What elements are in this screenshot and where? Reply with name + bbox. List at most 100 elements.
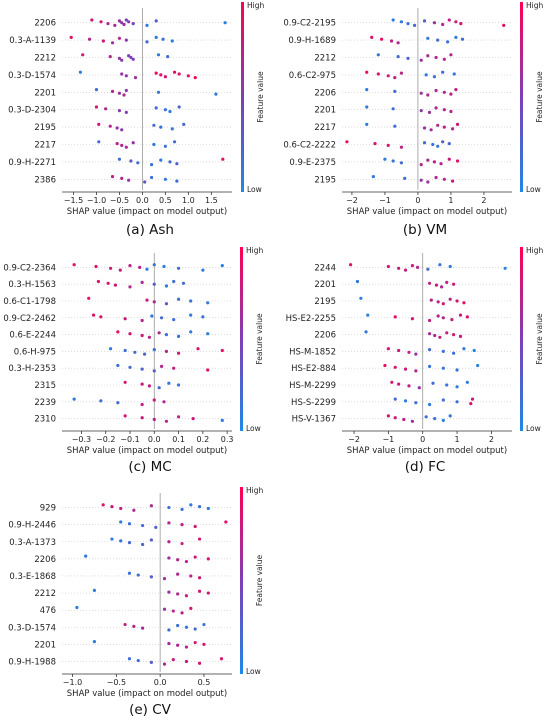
shap-point: [120, 176, 124, 180]
shap-point: [181, 281, 186, 285]
shap-point: [149, 175, 154, 180]
shap-point: [441, 302, 445, 306]
shap-point: [459, 22, 463, 26]
shap-point: [393, 397, 397, 401]
feature-label: 0.3-D-2304: [8, 106, 56, 116]
x-tick-label: −0.1: [120, 435, 139, 444]
shap-point: [460, 37, 465, 41]
shap-point: [442, 57, 446, 61]
feature-label: 2201: [314, 106, 336, 116]
shap-point: [450, 179, 455, 183]
shap-point: [442, 108, 446, 112]
shap-point: [161, 37, 165, 41]
shap-point: [414, 352, 418, 356]
shap-point: [397, 348, 401, 353]
shap-point: [106, 22, 110, 26]
shap-point: [413, 23, 417, 27]
shap-point: [441, 349, 445, 353]
shap-point: [223, 21, 227, 25]
shap-point: [141, 626, 145, 630]
x-tick-label: −2: [348, 435, 360, 444]
shap-point: [391, 159, 395, 163]
shap-point: [197, 537, 202, 541]
feature-label: HS-M-1852: [289, 347, 336, 357]
shap-point: [136, 658, 140, 663]
shap-point: [152, 369, 156, 373]
shap-point: [176, 334, 181, 338]
shap-point: [119, 539, 123, 543]
x-tick-label: 1.0: [182, 196, 195, 205]
shap-point: [441, 22, 445, 27]
x-tick-label: −1.5: [64, 196, 83, 205]
shap-point: [414, 401, 418, 405]
shap-point: [159, 73, 163, 77]
shap-point: [415, 265, 420, 269]
shap-point: [393, 76, 397, 80]
shap-point: [116, 363, 120, 368]
shap-point: [399, 20, 404, 24]
shap-point: [462, 347, 466, 351]
shap-point: [441, 70, 445, 74]
shap-point: [164, 349, 169, 353]
shap-point: [469, 402, 473, 406]
feature-label: 0.9-H-1988: [8, 657, 56, 667]
shap-point: [447, 142, 451, 146]
shap-point: [163, 108, 167, 112]
feature-label: 2244: [314, 263, 336, 273]
shap-point: [152, 348, 156, 352]
shap-point: [454, 20, 458, 24]
x-tick-label: −0.2: [96, 435, 115, 444]
shap-point: [120, 128, 124, 132]
shap-point: [455, 122, 460, 126]
shap-point: [182, 122, 186, 126]
feature-label: 2217: [314, 123, 336, 133]
shap-point: [117, 36, 122, 40]
shap-point: [197, 589, 202, 593]
shap-point: [131, 22, 135, 26]
shap-point: [162, 577, 167, 581]
shap-point: [391, 107, 395, 111]
shap-point: [441, 316, 445, 320]
shap-point: [432, 160, 437, 164]
shap-point: [427, 332, 432, 336]
shap-point: [145, 267, 149, 271]
shap-point: [176, 297, 181, 301]
shap-point: [452, 351, 456, 355]
colorbar-high-label: High: [246, 246, 263, 255]
colorbar-title: Feature value: [535, 313, 544, 365]
shap-point: [92, 588, 97, 592]
shap-point: [454, 35, 458, 40]
shap-point: [159, 316, 164, 320]
shap-point: [476, 363, 480, 368]
shap-point: [167, 521, 171, 525]
x-axis-title: SHAP value (impact on model output): [67, 689, 227, 699]
shap-point: [122, 22, 126, 27]
shap-point: [180, 541, 184, 546]
shap-point: [108, 347, 113, 351]
feature-label: 0.9-C2-2195: [283, 19, 336, 29]
shap-point: [152, 282, 156, 286]
shap-point: [176, 266, 181, 270]
shap-point: [436, 314, 440, 318]
shap-point: [502, 23, 506, 27]
shap-point: [386, 74, 390, 78]
shap-point: [119, 520, 123, 524]
colorbar-high-label: High: [246, 486, 263, 495]
shap-point: [149, 660, 153, 664]
x-tick-label: −1.0: [63, 678, 82, 687]
colorbar-low-label: Low: [246, 424, 261, 433]
shap-point: [159, 364, 164, 368]
shap-point: [124, 74, 128, 78]
shap-point: [117, 91, 122, 95]
shap-point: [417, 386, 421, 390]
shap-point: [429, 128, 433, 132]
shap-point: [434, 283, 439, 287]
shap-point: [110, 89, 115, 93]
shap-point: [97, 122, 101, 126]
shap-point: [365, 105, 369, 109]
shap-point: [96, 279, 101, 284]
shap-point: [172, 279, 176, 284]
shap-point: [446, 40, 450, 44]
feature-label: 0.3-H-2353: [8, 364, 56, 374]
shap-point: [115, 142, 119, 146]
